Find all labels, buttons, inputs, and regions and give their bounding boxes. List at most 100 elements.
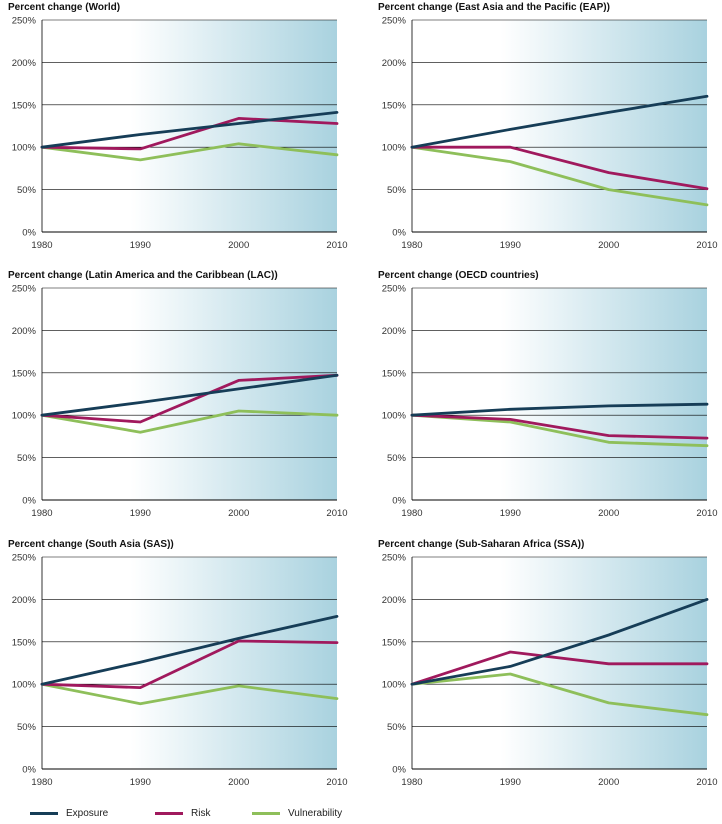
legend-swatch-vulnerability [252,811,280,815]
x-tick-label: 1980 [31,240,52,251]
plot-background [42,288,337,500]
chart-title: Percent change (East Asia and the Pacifi… [378,2,610,13]
plot-background [412,288,707,500]
legend-label-exposure: Exposure [66,807,109,819]
chart-grid: Percent change (World) 0% 50% 100% 150% 200% 2… [0,0,722,788]
series-line-exposure [410,598,709,686]
y-tick-label: 50% [387,185,407,196]
line-chart: 0% 50% 100% 150% 200% 250% 1980 1990 2000 2010 [12,16,348,252]
chart-panel: Percent change (East Asia and the Pacifi… [370,0,722,270]
y-tick-label: 200% [12,58,37,69]
x-tick-label: 1980 [31,508,52,519]
series-line-exposure [410,94,709,149]
y-tick-label: 250% [382,553,407,564]
y-tick-label: 0% [22,228,36,239]
x-tick-label: 1980 [401,777,422,788]
legend-item-exposure: Exposure [30,806,108,820]
legend-swatch-exposure [30,811,58,815]
x-tick-label: 2000 [598,777,619,788]
chart-title: Percent change (South Asia (SAS)) [8,539,174,550]
y-tick-label: 200% [382,595,407,606]
y-tick-label: 100% [12,143,37,154]
y-tick-label: 100% [382,143,407,154]
y-tick-label: 0% [22,765,36,776]
chart-panel: Percent change (World) 0% 50% 100% 150% 200% 2… [0,0,355,270]
y-tick-label: 0% [392,228,406,239]
y-tick-label: 150% [12,100,37,111]
chart-title: Percent change (OECD countries) [378,270,539,281]
y-tick-label: 50% [387,722,407,733]
y-tick-label: 50% [17,453,37,464]
y-tick-label: 100% [12,680,37,691]
chart-panel: Percent change (Sub-Saharan Africa (SSA)… [370,537,722,807]
legend-label-vulnerability: Vulnerability [288,807,343,819]
x-tick-label: 2010 [326,240,347,251]
x-tick-label: 1990 [500,240,521,251]
x-tick-label: 1990 [500,777,521,788]
x-tick-label: 1980 [31,777,52,788]
series-line-vulnerability [40,682,339,706]
y-tick-label: 50% [17,722,37,733]
legend-label-risk: Risk [191,807,211,819]
plot-background [412,20,707,232]
y-tick-label: 100% [12,411,37,422]
legend: Exposure Risk Vulnerability [0,806,722,822]
y-tick-label: 50% [387,453,407,464]
chart-title: Percent change (Sub-Saharan Africa (SSA)… [378,539,585,550]
x-tick-label: 1990 [130,508,151,519]
y-tick-label: 250% [382,284,407,295]
series-line-vulnerability [410,145,709,207]
y-tick-label: 150% [382,368,407,379]
line-chart: 0% 50% 100% 150% 200% 250% 1980 1990 2000 2010 [382,284,718,520]
x-tick-label: 1980 [401,240,422,251]
x-tick-label: 2010 [696,777,717,788]
y-tick-label: 150% [12,368,37,379]
series-line-risk [40,373,339,424]
chart-title: Percent change (World) [8,2,121,13]
series-line-risk [410,413,709,440]
chart-title: Percent change (Latin America and the Ca… [8,270,278,281]
x-tick-label: 2000 [598,508,619,519]
y-tick-label: 150% [382,637,407,648]
x-tick-label: 1990 [130,777,151,788]
series-line-vulnerability [410,672,709,717]
plot-background [42,20,337,232]
y-tick-label: 250% [382,16,407,27]
line-chart: 0% 50% 100% 150% 200% 250% 1980 1990 2000 2010 [12,284,348,520]
line-chart: 0% 50% 100% 150% 200% 250% 1980 1990 2000 2010 [382,16,718,252]
y-tick-label: 100% [382,680,407,691]
y-tick-label: 200% [12,595,37,606]
legend-swatch-risk [155,811,183,815]
series-line-vulnerability [40,409,339,434]
line-chart: 0% 50% 100% 150% 200% 250% 1980 1990 2000 2010 [382,553,718,789]
chart-panel: Percent change (OECD countries) 0% 50% 100%… [370,268,722,538]
series-line-exposure [410,402,709,417]
chart-panel: Percent change (Latin America and the Ca… [0,268,355,538]
y-tick-label: 0% [392,496,406,507]
x-tick-label: 2010 [696,240,717,251]
series-line-vulnerability [40,142,339,162]
y-tick-label: 200% [382,58,407,69]
series-line-exposure [40,373,339,417]
y-tick-label: 200% [12,326,37,337]
x-tick-label: 2010 [326,508,347,519]
y-tick-label: 250% [12,284,37,295]
y-tick-label: 250% [12,553,37,564]
series-line-risk [40,639,339,690]
x-tick-label: 2000 [228,240,249,251]
chart-panel: Percent change (South Asia (SAS)) 0% 50% 10… [0,537,355,807]
y-tick-label: 0% [392,765,406,776]
y-tick-label: 0% [22,496,36,507]
series-line-risk [40,117,339,151]
legend-item-risk: Risk [155,806,210,820]
x-tick-label: 2010 [326,777,347,788]
legend-item-vulnerability: Vulnerability [252,806,342,820]
x-tick-label: 2000 [228,777,249,788]
line-chart: 0% 50% 100% 150% 200% 250% 1980 1990 2000 2010 [12,553,348,789]
x-tick-label: 1980 [401,508,422,519]
x-tick-label: 1990 [500,508,521,519]
series-line-exposure [40,111,339,149]
y-tick-label: 50% [17,185,37,196]
y-tick-label: 250% [12,16,37,27]
y-tick-label: 100% [382,411,407,422]
